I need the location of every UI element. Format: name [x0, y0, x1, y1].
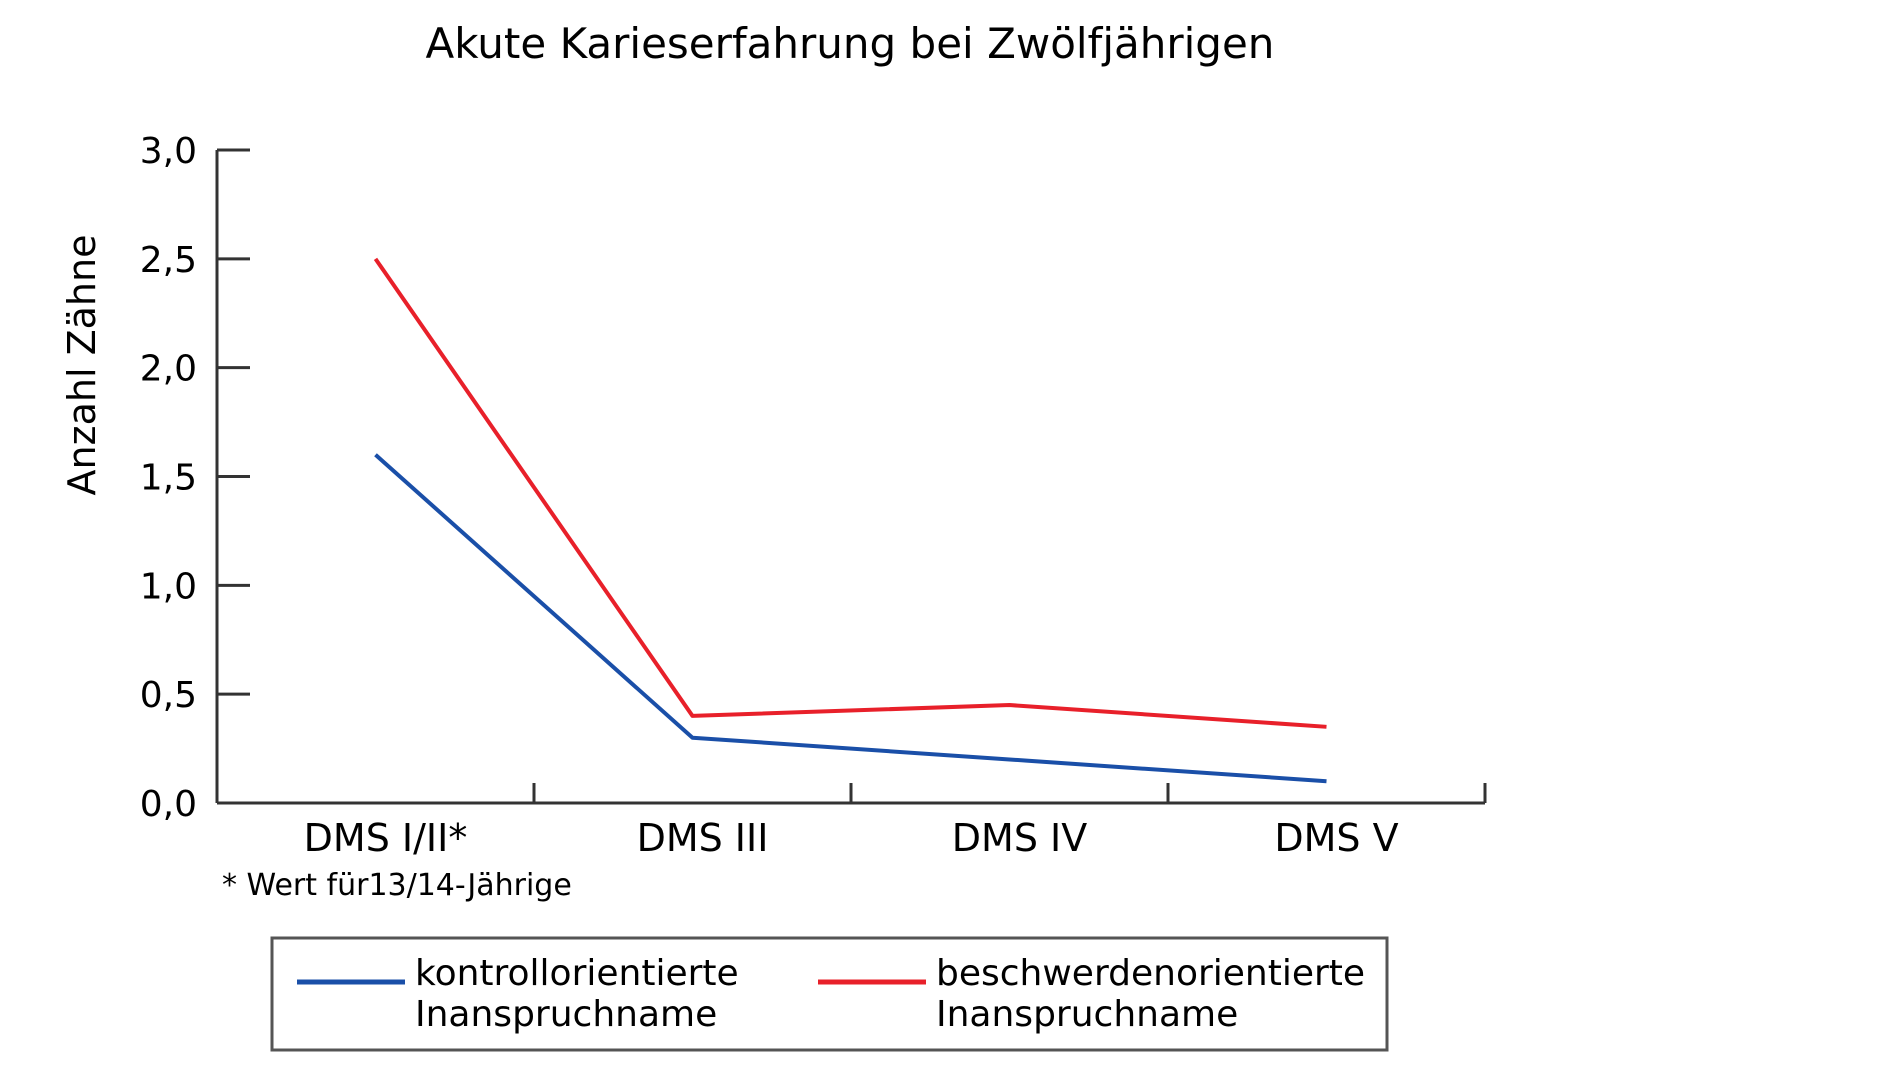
x-tick-label: DMS III [637, 816, 769, 860]
y-tick-label: 0,5 [140, 675, 197, 716]
y-tick-label: 0,0 [140, 784, 197, 825]
y-tick-label: 3,0 [140, 131, 197, 172]
y-tick-label: 2,0 [140, 349, 197, 390]
y-tick-label: 2,5 [140, 240, 197, 281]
legend-box [270, 936, 1389, 1052]
series-lines [373, 257, 1327, 784]
legend-label: beschwerdenorientierte Inanspruchname [936, 953, 1365, 1035]
series-line [373, 257, 1327, 729]
chart-title: Akute Karieserfahrung bei Zwölfjährigen [426, 19, 1275, 68]
footnote: * Wert für13/14-Jährige [222, 868, 572, 903]
x-tick-label: DMS IV [952, 816, 1087, 860]
legend: kontrollorientierte Inanspruchname beschwe… [270, 936, 1389, 1052]
series-line [374, 453, 1327, 784]
y-tick-label: 1,0 [140, 566, 197, 607]
legend-label: kontrollorientierte Inanspruchname [415, 953, 739, 1035]
x-tick-label: DMS I/II* [304, 816, 468, 860]
y-tick-label: 1,5 [140, 458, 197, 499]
y-axis-label: Anzahl Zähne [60, 235, 104, 496]
x-tick-label: DMS V [1274, 816, 1398, 860]
y-axis: 0,0 0,5 1,0 1,5 2,0 2,5 3,0 [140, 131, 250, 825]
x-axis: DMS I/II* DMS III DMS IV DMS V [217, 783, 1487, 860]
